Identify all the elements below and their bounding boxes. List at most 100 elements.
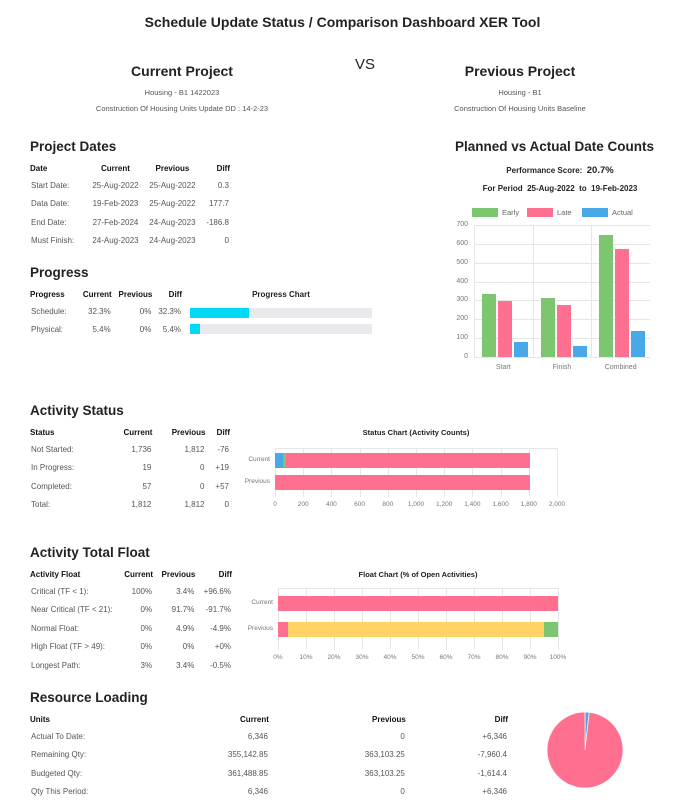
table-cell: 24-Aug-2023	[149, 217, 196, 227]
gridline	[446, 588, 447, 650]
table-cell: 3%	[140, 660, 153, 670]
performance-score: Performance Score: 20.7%	[440, 165, 680, 176]
table-cell: Actual To Date:	[31, 731, 86, 741]
progress-heading: Progress	[30, 265, 89, 280]
table-cell: 0%	[182, 642, 195, 652]
table-cell: 0%	[140, 623, 153, 633]
col-header: Status	[30, 428, 55, 437]
table-cell: Start Date:	[31, 180, 70, 190]
col-header: Current	[82, 290, 112, 299]
bar-actual	[572, 345, 587, 357]
table-cell: 361,488.85	[227, 768, 268, 778]
progress-chart-title: Progress Chart	[252, 290, 310, 299]
bar-early	[540, 298, 555, 357]
table-row: Budgeted Qty: 361,488.85 363,103.25 -1,614.…	[30, 764, 508, 783]
activity-float-table: Activity Float Current Previous Diff Critic…	[30, 567, 232, 675]
gridline	[444, 448, 446, 497]
current-project-heading: Current Project	[131, 63, 233, 79]
gridline	[303, 448, 305, 497]
table-cell: 1,812	[184, 444, 205, 454]
gridline	[331, 448, 333, 497]
table-cell: +57	[215, 481, 229, 491]
table-cell: 0	[400, 787, 405, 797]
previous-project-heading: Previous Project	[464, 63, 576, 79]
gridline	[530, 588, 531, 650]
table-cell: +96.6%	[203, 586, 231, 596]
bar-early	[599, 235, 614, 357]
col-header: Diff	[218, 570, 232, 579]
table-row: Near Critical (TF < 21): 0% 91.7% -91.7%	[30, 601, 232, 620]
col-header: Activity Float	[30, 570, 81, 579]
page-title: Schedule Update Status / Comparison Dash…	[144, 14, 541, 30]
stacked-bar-segment	[287, 622, 545, 637]
table-cell: 25-Aug-2022	[149, 199, 196, 209]
table-cell: 4.9%	[176, 623, 195, 633]
table-cell: 24-Aug-2023	[92, 236, 139, 246]
bar-early	[482, 294, 496, 357]
gridline	[275, 448, 276, 497]
bar-actual	[514, 342, 528, 357]
activity-float-heading: Activity Total Float	[30, 545, 150, 560]
gridline	[500, 448, 502, 497]
table-cell: 5.4%	[92, 325, 111, 335]
y-tick-label: 300	[456, 296, 468, 304]
legend-swatch	[582, 208, 608, 217]
table-cell: 32.3%	[88, 306, 111, 316]
bar-late	[556, 304, 571, 357]
table-cell: 363,103.25	[364, 750, 405, 760]
col-header: Diff	[168, 290, 182, 299]
table-cell: 3.4%	[176, 660, 195, 670]
gridline	[558, 588, 559, 650]
y-tick-label: 100	[456, 334, 468, 342]
col-header: Current	[101, 164, 130, 173]
stacked-bar-segment	[275, 453, 284, 468]
project-dates-table: Date Current Previous Diff Start Date: 25-Au…	[30, 161, 230, 250]
table-row: High Float (TF > 49): 0% 0% +0%	[30, 638, 232, 657]
table-cell: 0%	[140, 605, 153, 615]
table-row: Actual To Date: 6,346 0 +6,346	[30, 727, 508, 746]
table-cell: 3.4%	[176, 586, 195, 596]
col-header: Progress	[30, 290, 65, 299]
table-cell: +6,346	[482, 787, 507, 797]
table-cell: Critical (TF < 1):	[31, 586, 89, 596]
table-cell: 0%	[140, 642, 153, 652]
table-cell: 0	[400, 731, 405, 741]
y-tick-label: 0	[464, 353, 468, 360]
table-cell: Total:	[31, 500, 51, 510]
x-tick-label: 1,200	[436, 501, 453, 508]
current-project: Current Project Housing - B1 1422023 Con…	[62, 63, 302, 113]
x-tick-label: Finish	[552, 364, 572, 371]
stacked-bar-segment	[275, 475, 531, 490]
table-cell: 363,103.25	[364, 768, 405, 778]
physical-progress-fill	[190, 324, 200, 334]
table-row: Remaining Qty: 355,142.85 363,103.25 -7,960…	[30, 746, 508, 765]
physical-progress-bar	[190, 324, 372, 334]
table-cell: 1,736	[131, 444, 152, 454]
x-tick-label: 0%	[273, 654, 283, 661]
y-tick-label: 500	[456, 258, 468, 266]
table-cell: +19	[215, 463, 229, 473]
table-cell: Budgeted Qty:	[31, 768, 83, 778]
gridline	[359, 448, 361, 497]
table-cell: -91.7%	[205, 605, 231, 615]
resource-pie-chart	[546, 711, 624, 789]
gridline	[334, 588, 335, 650]
x-tick-label: 60%	[439, 654, 453, 661]
previous-project-name: Housing - B1	[498, 88, 542, 97]
y-tick-label: 400	[456, 277, 468, 285]
gridline	[474, 588, 475, 650]
x-tick-label: 1,800	[520, 501, 537, 508]
y-tick-label: Previous	[244, 478, 270, 485]
col-header: Diff	[494, 715, 508, 724]
chart-title: Status Chart (Activity Counts)	[362, 428, 470, 437]
legend-swatch	[527, 208, 553, 217]
table-cell: 25-Aug-2022	[149, 180, 196, 190]
schedule-progress-bar	[190, 308, 372, 318]
table-cell: -186.8	[206, 217, 229, 227]
table-cell: Longest Path:	[31, 660, 81, 670]
performance-label: Performance Score:	[506, 166, 583, 175]
gridline	[387, 448, 389, 497]
gridline	[306, 588, 307, 650]
table-row: Not Started: 1,736 1,812 -76	[30, 440, 230, 459]
x-tick-label: 400	[325, 501, 337, 508]
